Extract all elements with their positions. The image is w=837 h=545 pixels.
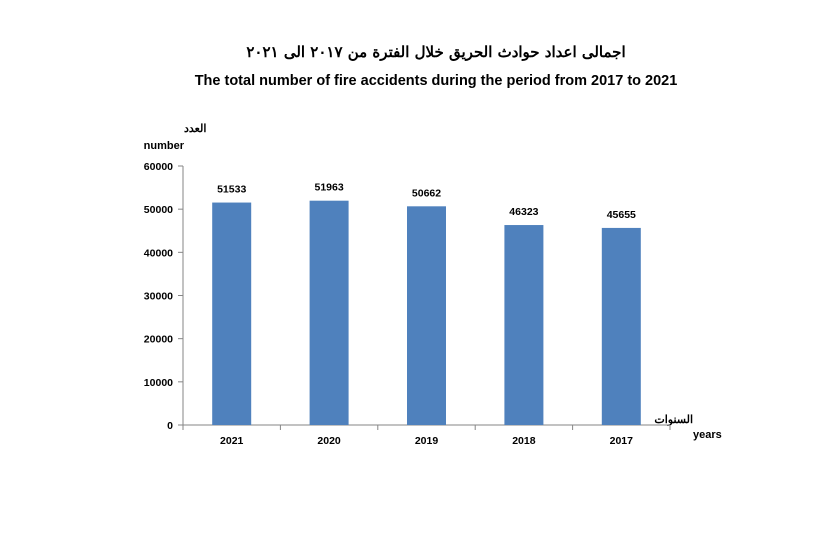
y-tick-label: 10000 bbox=[144, 377, 173, 389]
data-label: 46323 bbox=[509, 206, 538, 218]
y-tick-label: 0 bbox=[167, 420, 173, 432]
y-tick-label: 30000 bbox=[144, 291, 173, 303]
y-axis-label: number bbox=[144, 140, 185, 152]
data-label: 50662 bbox=[412, 187, 441, 199]
plot-area: 0 10000 20000 30000 40000 50000 60000 51533 2021… bbox=[144, 161, 671, 447]
data-label: 45655 bbox=[607, 209, 636, 221]
data-label: 51533 bbox=[217, 184, 246, 196]
x-tick-label: 2017 bbox=[610, 435, 634, 447]
x-tick-label: 2021 bbox=[220, 435, 244, 447]
y-axis-label-arabic: العدد bbox=[184, 123, 206, 135]
y-tick-label: 60000 bbox=[144, 161, 173, 173]
y-tick-label: 40000 bbox=[144, 247, 173, 259]
bar bbox=[504, 225, 544, 425]
bar bbox=[309, 200, 349, 425]
x-tick-label: 2018 bbox=[512, 435, 536, 447]
x-tick-label: 2020 bbox=[317, 435, 341, 447]
data-label: 51963 bbox=[314, 182, 343, 194]
y-tick-label: 20000 bbox=[144, 334, 173, 346]
x-tick-label: 2019 bbox=[415, 435, 439, 447]
bar bbox=[601, 227, 641, 425]
x-axis-label: years bbox=[693, 429, 722, 441]
chart-title-arabic: اجمالى اعداد حوادث الحريق خلال الفترة من… bbox=[246, 43, 625, 61]
bar bbox=[212, 202, 252, 425]
y-tick-label: 50000 bbox=[144, 204, 173, 216]
bar bbox=[407, 206, 446, 425]
chart-title: The total number of fire accidents durin… bbox=[195, 73, 678, 89]
x-axis-label-arabic: السنوات bbox=[654, 414, 693, 426]
